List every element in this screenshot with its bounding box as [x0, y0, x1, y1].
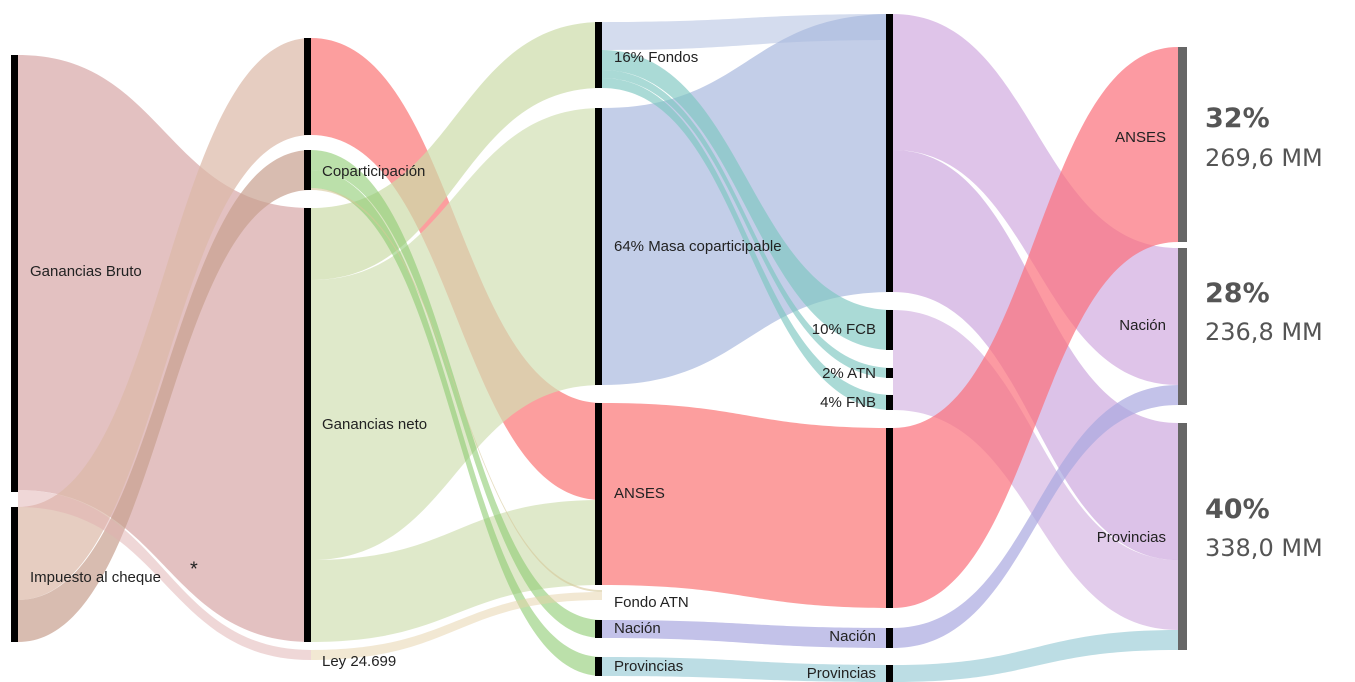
- node-bar: [886, 368, 893, 378]
- node-label: Impuesto al cheque: [30, 569, 161, 586]
- node-bar: [595, 403, 602, 585]
- flow: [893, 630, 1178, 682]
- node-bar: [595, 620, 602, 638]
- flow: [18, 150, 311, 642]
- node-bar: [595, 657, 602, 676]
- node-label: 2% ATN: [822, 365, 876, 382]
- flow: [311, 592, 602, 660]
- flow: [18, 490, 311, 660]
- node-label: Provincias: [807, 665, 876, 682]
- flow: [893, 385, 1178, 648]
- flows: [18, 14, 1178, 682]
- node-bar: [886, 428, 893, 608]
- node-bar: [595, 108, 602, 385]
- node-label: ANSES: [614, 485, 665, 502]
- node-label: Provincias: [1097, 529, 1166, 546]
- node-label: 4% FNB: [820, 394, 876, 411]
- node-bar: [304, 208, 311, 642]
- node-bar: [886, 310, 893, 350]
- node-label: Nación: [614, 620, 661, 637]
- flow: [602, 78, 893, 410]
- share: 32%: [1205, 103, 1270, 134]
- flow: [311, 188, 602, 592]
- node-bar: [11, 507, 18, 642]
- node-label: Provincias: [614, 658, 683, 675]
- flow: [602, 70, 893, 378]
- share: 28%: [1205, 278, 1270, 309]
- node-bar: [11, 55, 18, 492]
- flow: [311, 108, 602, 560]
- node-bar: [1178, 248, 1187, 405]
- flow: [602, 657, 893, 682]
- node-label: Nación: [1119, 317, 1166, 334]
- node-bar: [886, 395, 893, 410]
- node-bar: [595, 22, 602, 88]
- node-bar: [886, 665, 893, 682]
- flow: [893, 14, 1178, 385]
- flow: [311, 500, 602, 642]
- node-label: Nación: [829, 628, 876, 645]
- node-bars: [11, 14, 1187, 682]
- node-bar: [1178, 47, 1187, 242]
- node-label: Ganancias Bruto: [30, 263, 142, 280]
- node-label: Coparticipación: [322, 163, 425, 180]
- node-label: ANSES: [1115, 129, 1166, 146]
- flow: [602, 403, 893, 608]
- flow: [602, 14, 893, 50]
- node-label: *: [190, 558, 198, 580]
- node-label: 16% Fondos: [614, 49, 698, 66]
- flow: [311, 170, 602, 676]
- share: 40%: [1205, 494, 1270, 525]
- flow: [18, 38, 311, 600]
- node-label: 10% FCB: [812, 321, 876, 338]
- node-bar: [886, 628, 893, 648]
- node-label: Ley 24.699: [322, 653, 396, 670]
- node-bar: [304, 150, 311, 190]
- amount: 338,0 MM: [1205, 534, 1323, 562]
- flow: [602, 50, 893, 350]
- node-label: Fondo ATN: [614, 594, 689, 611]
- node-label: Ganancias neto: [322, 416, 427, 433]
- amount: 236,8 MM: [1205, 318, 1323, 346]
- flow: [893, 47, 1178, 608]
- amount: 269,6 MM: [1205, 144, 1323, 172]
- node-bar: [886, 14, 893, 292]
- flow: [602, 620, 893, 648]
- node-bar: [1178, 423, 1187, 650]
- node-label: 64% Masa coparticipable: [614, 238, 782, 255]
- flow: [311, 150, 602, 638]
- node-bar: [304, 38, 311, 135]
